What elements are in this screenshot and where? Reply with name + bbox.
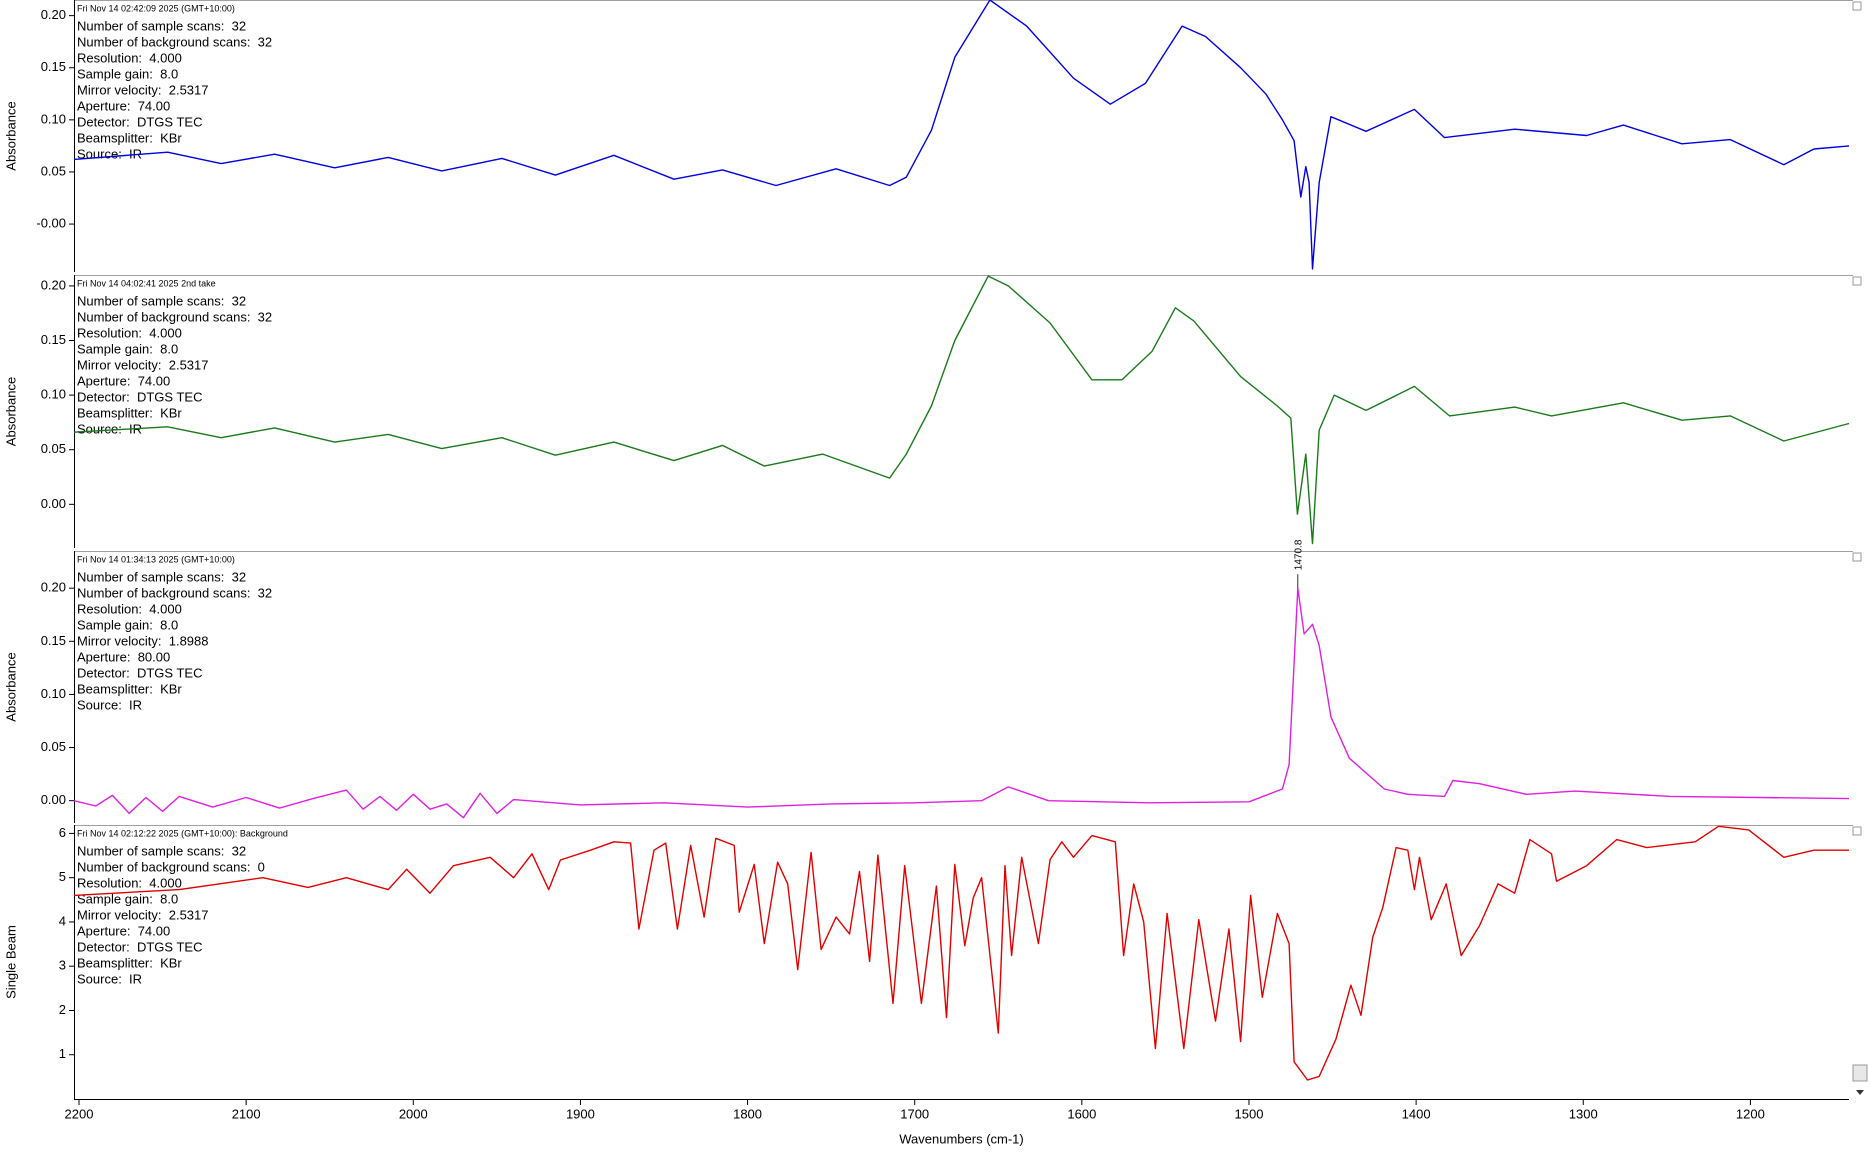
info-line: Sample gain: 8.0 bbox=[77, 617, 178, 632]
info-line: Beamsplitter: KBr bbox=[77, 955, 182, 970]
scroll-down-arrow[interactable] bbox=[1856, 1090, 1864, 1095]
spectrum-line bbox=[73, 587, 1850, 819]
spectrum-header: Fri Nov 14 02:42:09 2025 (GMT+10:00) bbox=[77, 3, 235, 13]
x-tick-label: 1200 bbox=[1736, 1106, 1765, 1121]
y-tick-label: 0.00 bbox=[41, 496, 66, 511]
y-tick-label: 0.10 bbox=[41, 111, 66, 126]
y-tick-label: 3 bbox=[59, 958, 66, 973]
y-tick-label: 0.15 bbox=[41, 332, 66, 347]
info-line: Beamsplitter: KBr bbox=[77, 405, 182, 420]
x-tick-label: 1900 bbox=[566, 1106, 595, 1121]
spectrum-line bbox=[73, 825, 1849, 1081]
info-line: Detector: DTGS TEC bbox=[77, 389, 202, 404]
panel-select-box[interactable] bbox=[1852, 826, 1862, 836]
info-line: Resolution: 4.000 bbox=[77, 875, 182, 890]
y-tick-label: 0.10 bbox=[41, 387, 66, 402]
y-tick-label: -0.00 bbox=[36, 215, 66, 230]
info-line: Mirror velocity: 2.5317 bbox=[77, 357, 209, 372]
x-tick-label: 2200 bbox=[65, 1106, 94, 1121]
y-tick-label: 0.05 bbox=[41, 441, 66, 456]
y-tick-label: 0.20 bbox=[41, 580, 66, 595]
x-tick-label: 1600 bbox=[1067, 1106, 1096, 1121]
y-axis-label: Absorbance bbox=[3, 101, 18, 170]
info-line: Aperture: 74.00 bbox=[77, 923, 170, 938]
info-line: Number of background scans: 32 bbox=[77, 585, 272, 600]
info-line: Detector: DTGS TEC bbox=[77, 114, 202, 129]
info-line: Number of sample scans: 32 bbox=[77, 293, 246, 308]
info-line: Source: IR bbox=[77, 697, 142, 712]
info-line: Source: IR bbox=[77, 146, 142, 161]
x-tick-label: 1500 bbox=[1235, 1106, 1264, 1121]
info-line: Number of background scans: 32 bbox=[77, 34, 272, 49]
y-tick-label: 6 bbox=[59, 825, 66, 840]
y-axis-label: Single Beam bbox=[3, 925, 18, 999]
info-line: Beamsplitter: KBr bbox=[77, 681, 182, 696]
x-axis-label: Wavenumbers (cm-1) bbox=[899, 1131, 1023, 1146]
x-tick-label: 1800 bbox=[733, 1106, 762, 1121]
info-line: Sample gain: 8.0 bbox=[77, 891, 178, 906]
y-tick-label: 0.05 bbox=[41, 163, 66, 178]
info-line: Aperture: 74.00 bbox=[77, 98, 170, 113]
y-tick-label: 0.10 bbox=[41, 686, 66, 701]
info-line: Beamsplitter: KBr bbox=[77, 130, 182, 145]
info-line: Number of sample scans: 32 bbox=[77, 569, 246, 584]
info-line: Detector: DTGS TEC bbox=[77, 665, 202, 680]
info-line: Number of sample scans: 32 bbox=[77, 18, 246, 33]
info-line: Number of sample scans: 32 bbox=[77, 843, 246, 858]
x-tick-label: 2000 bbox=[399, 1106, 428, 1121]
y-tick-label: 0.20 bbox=[41, 277, 66, 292]
x-tick-label: 1700 bbox=[900, 1106, 929, 1121]
panel-select-box[interactable] bbox=[1852, 1, 1862, 11]
panel-select-box[interactable] bbox=[1852, 552, 1862, 562]
y-tick-label: 4 bbox=[59, 913, 66, 928]
panel-select-box[interactable] bbox=[1852, 276, 1862, 286]
x-tick-label: 1400 bbox=[1402, 1106, 1431, 1121]
info-line: Source: IR bbox=[77, 971, 142, 986]
info-line: Sample gain: 8.0 bbox=[77, 341, 178, 356]
info-line: Aperture: 74.00 bbox=[77, 373, 170, 388]
info-line: Sample gain: 8.0 bbox=[77, 66, 178, 81]
spectrum-header: Fri Nov 14 04:02:41 2025 2nd take bbox=[77, 278, 216, 288]
x-tick-label: 1300 bbox=[1569, 1106, 1598, 1121]
peak-label: 1470.8 bbox=[1293, 539, 1304, 570]
y-axis-label: Absorbance bbox=[3, 652, 18, 721]
info-line: Source: IR bbox=[77, 421, 142, 436]
info-line: Detector: DTGS TEC bbox=[77, 939, 202, 954]
y-tick-label: 0.15 bbox=[41, 633, 66, 648]
y-tick-label: 5 bbox=[59, 869, 66, 884]
spectrum-line bbox=[73, 0, 1850, 270]
y-tick-label: 0.20 bbox=[41, 7, 66, 22]
x-tick-label: 2100 bbox=[232, 1106, 261, 1121]
info-line: Resolution: 4.000 bbox=[77, 50, 182, 65]
scrollbar-thumb[interactable] bbox=[1852, 1064, 1868, 1082]
y-axis-label: Absorbance bbox=[3, 377, 18, 446]
spectrum-header: Fri Nov 14 01:34:13 2025 (GMT+10:00) bbox=[77, 554, 235, 564]
info-line: Resolution: 4.000 bbox=[77, 601, 182, 616]
y-tick-label: 0.15 bbox=[41, 59, 66, 74]
info-line: Number of background scans: 0 bbox=[77, 859, 265, 874]
info-line: Mirror velocity: 2.5317 bbox=[77, 82, 209, 97]
y-tick-label: 0.00 bbox=[41, 792, 66, 807]
info-line: Mirror velocity: 2.5317 bbox=[77, 907, 209, 922]
spectrum-header: Fri Nov 14 02:12:22 2025 (GMT+10:00): Ba… bbox=[77, 828, 288, 838]
info-line: Mirror velocity: 1.8988 bbox=[77, 633, 209, 648]
info-line: Aperture: 80.00 bbox=[77, 649, 170, 664]
y-tick-label: 0.05 bbox=[41, 739, 66, 754]
y-tick-label: 1 bbox=[59, 1046, 66, 1061]
y-tick-label: 2 bbox=[59, 1002, 66, 1017]
spectrum-line bbox=[73, 275, 1850, 545]
info-line: Number of background scans: 32 bbox=[77, 309, 272, 324]
info-line: Resolution: 4.000 bbox=[77, 325, 182, 340]
